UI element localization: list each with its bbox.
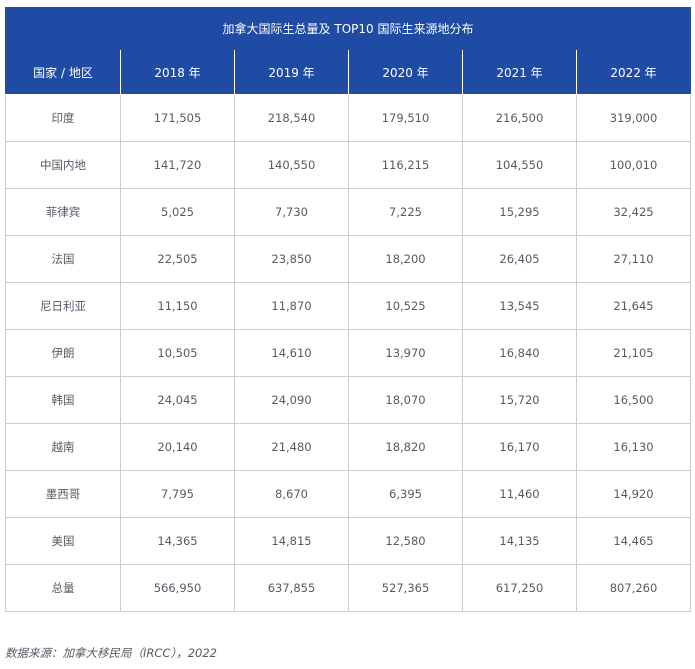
- table-row: 尼日利亚 11,150 11,870 10,525 13,545 21,645: [5, 282, 692, 330]
- row-label-cell: 印度: [5, 94, 121, 142]
- table-row: 韩国 24,045 24,090 18,070 15,720 16,500: [5, 376, 692, 424]
- value-cell: 16,130: [575, 423, 692, 471]
- value-cell: 637,855: [234, 564, 349, 612]
- value-cell: 141,720: [120, 141, 235, 189]
- value-cell: 10,525: [348, 282, 463, 330]
- value-cell: 27,110: [575, 235, 692, 283]
- value-cell: 20,140: [120, 423, 235, 471]
- value-cell: 14,465: [575, 517, 692, 565]
- row-label-cell: 美国: [5, 517, 121, 565]
- table-body: 印度 171,505 218,540 179,510 216,500 319,000 中国内…: [5, 94, 692, 612]
- value-cell: 26,405: [462, 235, 577, 283]
- value-cell: 116,215: [348, 141, 463, 189]
- table-row: 中国内地 141,720 140,550 116,215 104,550 100,010: [5, 141, 692, 189]
- value-cell: 14,135: [462, 517, 577, 565]
- value-cell: 21,480: [234, 423, 349, 471]
- table-row-total: 总量 566,950 637,855 527,365 617,250 807,260: [5, 564, 692, 612]
- value-cell: 11,870: [234, 282, 349, 330]
- table-row: 伊朗 10,505 14,610 13,970 16,840 21,105: [5, 329, 692, 377]
- column-header-year: 2018 年: [120, 49, 235, 95]
- value-cell: 18,200: [348, 235, 463, 283]
- column-header-region: 国家 / 地区: [5, 49, 121, 95]
- student-table: 加拿大国际生总量及 TOP10 国际生来源地分布 国家 / 地区 2018 年 20…: [4, 7, 692, 612]
- source-note: 数据来源：加拿大移民局（IRCC），2022: [5, 646, 217, 660]
- value-cell: 14,365: [120, 517, 235, 565]
- value-cell: 10,505: [120, 329, 235, 377]
- value-cell: 216,500: [462, 94, 577, 142]
- row-label-cell: 中国内地: [5, 141, 121, 189]
- row-label-cell: 伊朗: [5, 329, 121, 377]
- column-header-year: 2020 年: [348, 49, 463, 95]
- value-cell: 18,070: [348, 376, 463, 424]
- value-cell: 15,295: [462, 188, 577, 236]
- value-cell: 8,670: [234, 470, 349, 518]
- value-cell: 7,225: [348, 188, 463, 236]
- value-cell: 12,580: [348, 517, 463, 565]
- value-cell: 140,550: [234, 141, 349, 189]
- value-cell: 14,610: [234, 329, 349, 377]
- value-cell: 32,425: [575, 188, 692, 236]
- row-label-cell: 韩国: [5, 376, 121, 424]
- value-cell: 100,010: [575, 141, 692, 189]
- value-cell: 179,510: [348, 94, 463, 142]
- value-cell: 21,105: [575, 329, 692, 377]
- table-row: 印度 171,505 218,540 179,510 216,500 319,000: [5, 94, 692, 142]
- value-cell: 566,950: [120, 564, 235, 612]
- value-cell: 23,850: [234, 235, 349, 283]
- value-cell: 18,820: [348, 423, 463, 471]
- value-cell: 527,365: [348, 564, 463, 612]
- table-row: 墨西哥 7,795 8,670 6,395 11,460 14,920: [5, 470, 692, 518]
- table-row: 越南 20,140 21,480 18,820 16,170 16,130: [5, 423, 692, 471]
- value-cell: 807,260: [575, 564, 692, 612]
- value-cell: 617,250: [462, 564, 577, 612]
- value-cell: 5,025: [120, 188, 235, 236]
- row-label-cell: 墨西哥: [5, 470, 121, 518]
- table-row: 法国 22,505 23,850 18,200 26,405 27,110: [5, 235, 692, 283]
- table-title: 加拿大国际生总量及 TOP10 国际生来源地分布: [4, 7, 692, 50]
- value-cell: 13,545: [462, 282, 577, 330]
- value-cell: 7,795: [120, 470, 235, 518]
- value-cell: 16,500: [575, 376, 692, 424]
- value-cell: 11,150: [120, 282, 235, 330]
- value-cell: 14,815: [234, 517, 349, 565]
- value-cell: 11,460: [462, 470, 577, 518]
- row-label-cell: 菲律宾: [5, 188, 121, 236]
- row-label-cell: 尼日利亚: [5, 282, 121, 330]
- table-header-row: 国家 / 地区 2018 年 2019 年 2020 年 2021 年 2022 年: [5, 49, 692, 95]
- value-cell: 13,970: [348, 329, 463, 377]
- value-cell: 14,920: [575, 470, 692, 518]
- table-row: 菲律宾 5,025 7,730 7,225 15,295 32,425: [5, 188, 692, 236]
- value-cell: 104,550: [462, 141, 577, 189]
- value-cell: 21,645: [575, 282, 692, 330]
- value-cell: 16,170: [462, 423, 577, 471]
- value-cell: 16,840: [462, 329, 577, 377]
- value-cell: 171,505: [120, 94, 235, 142]
- value-cell: 319,000: [575, 94, 692, 142]
- value-cell: 24,045: [120, 376, 235, 424]
- value-cell: 22,505: [120, 235, 235, 283]
- row-label-cell: 越南: [5, 423, 121, 471]
- row-label-cell: 总量: [5, 564, 121, 612]
- value-cell: 7,730: [234, 188, 349, 236]
- value-cell: 24,090: [234, 376, 349, 424]
- value-cell: 6,395: [348, 470, 463, 518]
- column-header-year: 2022 年: [575, 49, 692, 95]
- table-row: 美国 14,365 14,815 12,580 14,135 14,465: [5, 517, 692, 565]
- value-cell: 218,540: [234, 94, 349, 142]
- value-cell: 15,720: [462, 376, 577, 424]
- column-header-year: 2019 年: [234, 49, 349, 95]
- column-header-year: 2021 年: [462, 49, 577, 95]
- row-label-cell: 法国: [5, 235, 121, 283]
